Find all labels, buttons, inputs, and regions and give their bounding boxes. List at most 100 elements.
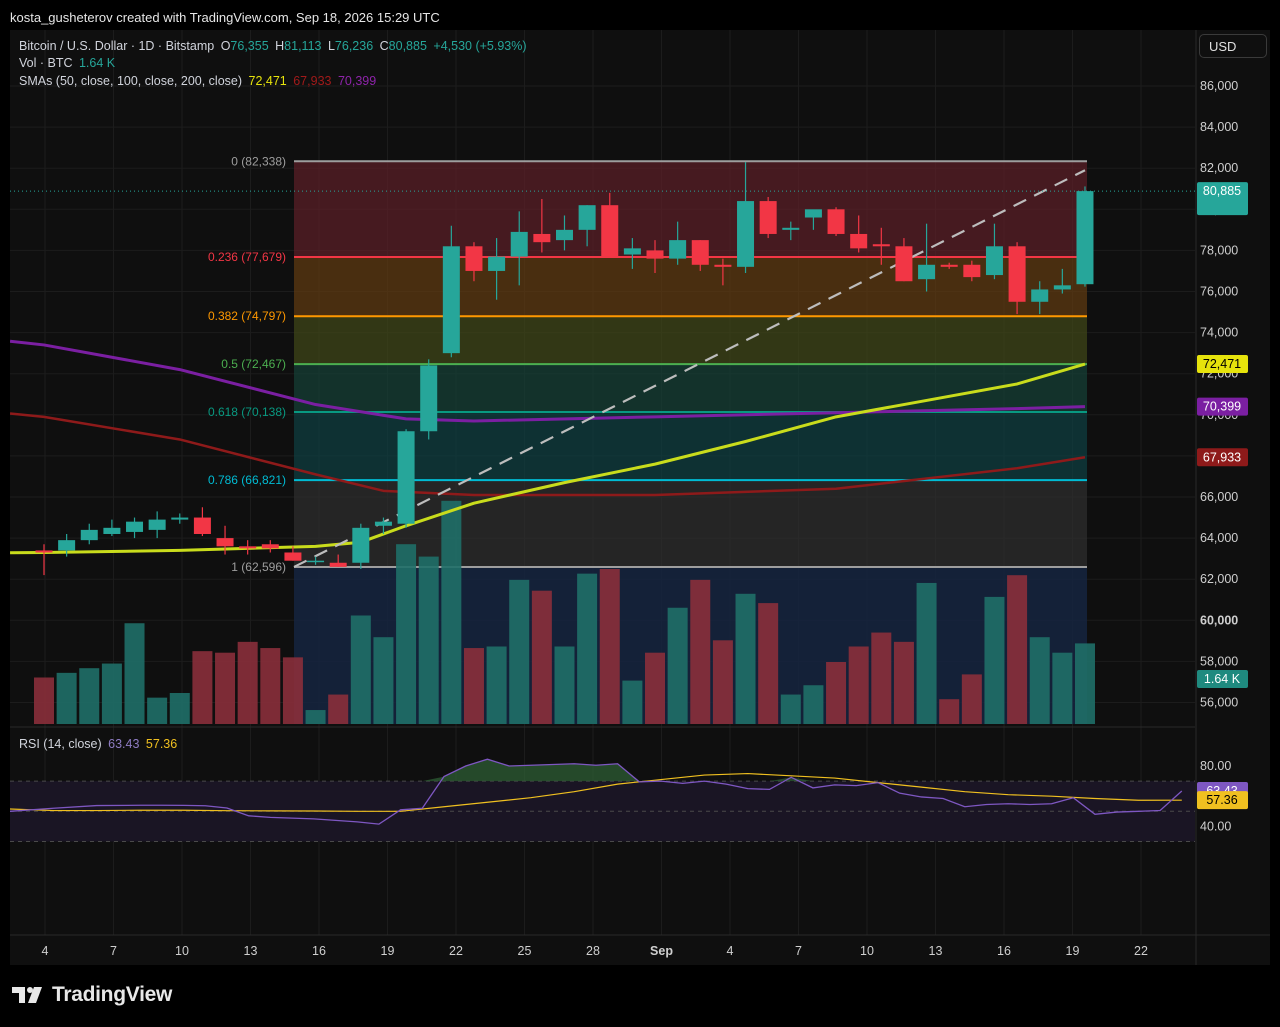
volume-bar (124, 623, 145, 724)
price-axis-label: 60,000 (1200, 613, 1238, 627)
rsi-overbought-fill (10, 759, 1182, 782)
currency-button[interactable]: USD (1199, 34, 1267, 58)
last-price-tag: 80,885 (1203, 184, 1241, 198)
candle-body (510, 231, 528, 257)
candle-body (35, 550, 53, 553)
volume-bar (237, 641, 258, 724)
price-axis[interactable]: 56,00058,00060,00062,00064,00066,00068,0… (1200, 79, 1238, 710)
symbol-legend[interactable]: Bitcoin / U.S. Dollar · 1D · Bitstamp O7… (19, 39, 527, 53)
candle-body (827, 209, 845, 234)
candles (10, 162, 1195, 576)
time-axis-label: 7 (795, 944, 802, 958)
sma50-line (10, 362, 1086, 555)
price-axis-label: 84,000 (1200, 120, 1238, 134)
volume-bar (441, 500, 462, 724)
volume-bar (803, 685, 824, 724)
volume-bar (690, 579, 711, 724)
volume-bar (1007, 575, 1028, 724)
volume-bar (509, 579, 530, 724)
fib-retracement[interactable]: 0 (82,338) 0.236 (77,679) 0.382 (74,797) 0.… (208, 154, 1087, 724)
candle-body (669, 240, 687, 259)
candle-body (261, 544, 279, 549)
price-axis-label: 74,000 (1200, 326, 1238, 340)
volume-bar (373, 637, 394, 724)
candle-body (193, 517, 211, 534)
candle-body (488, 256, 506, 271)
volume-bar (396, 544, 417, 724)
candle-body (352, 527, 370, 563)
candle-body (397, 431, 415, 524)
volume-bar (463, 648, 484, 724)
brand-name: TradingView (52, 983, 173, 1006)
fib-zone (294, 256, 1087, 317)
time-axis-label: 28 (586, 944, 600, 958)
volume-bar (848, 646, 869, 724)
trend-line[interactable] (293, 169, 1086, 568)
price-axis-label: 62,000 (1200, 572, 1238, 586)
sma200-tag-bg (1197, 397, 1248, 416)
volume-bar (554, 646, 575, 724)
volume-bar (1052, 652, 1073, 724)
candle-body (646, 250, 664, 259)
sma100-tag-bg (1197, 448, 1248, 467)
candle-body (918, 264, 936, 280)
fib-level-label: 0.5 (72,467) (221, 357, 286, 371)
change-value: +4,530 (+5.93%) (433, 39, 527, 53)
volume-bar (531, 590, 552, 724)
time-axis-label: 19 (1066, 944, 1080, 958)
candle-body (1008, 246, 1026, 302)
sma-lines (10, 339, 1086, 555)
high-value: 81,113 (284, 39, 322, 53)
candle-body (465, 246, 483, 271)
time-axis-label: 13 (929, 944, 943, 958)
symbol-title: Bitcoin / U.S. Dollar · 1D · Bitstamp (19, 39, 215, 53)
candle-body (374, 521, 392, 526)
attribution-header: kosta_gusheterov created with TradingVie… (10, 10, 440, 25)
volume-bar (282, 657, 303, 724)
volume-legend[interactable]: Vol · BTC 1.64 K (19, 56, 116, 70)
sma-legend[interactable]: SMAs (50, close, 100, close, 200, close)… (19, 74, 377, 88)
rsi-pane: 80.00 40.00 (10, 758, 1231, 842)
candle-body (1053, 285, 1071, 290)
price-axis-label: 82,000 (1200, 161, 1238, 175)
candle-body (307, 560, 325, 563)
rsi-legend[interactable]: RSI (14, close) 63.43 57.36 (19, 737, 178, 751)
volume-bar (147, 697, 168, 724)
time-axis-label: 22 (449, 944, 463, 958)
sma100-value: 67,933 (293, 74, 332, 88)
sma50-value: 72,471 (248, 74, 287, 88)
chart-frame[interactable]: 80.00 40.00 0 (82,338) 0.236 (77,679) 0.382… (10, 30, 1270, 965)
candle-body (985, 246, 1003, 276)
candle-body (804, 209, 822, 218)
rsi-line (10, 758, 1183, 825)
time-axis[interactable]: 4 7 10 13 16 19 22 25 28 Sep 4 7 10 13 16 19 22 (42, 944, 1148, 958)
volume-bar (79, 668, 100, 724)
candle-body (555, 229, 573, 241)
candle-body (80, 529, 98, 541)
fib-level-label: 0.382 (74,797) (208, 309, 286, 323)
volume-bar (939, 699, 960, 724)
rsi-ma-value: 57.36 (145, 737, 178, 751)
sma200-value: 70,399 (337, 74, 377, 88)
sma200-line (10, 339, 1086, 423)
chart-canvas[interactable]: 80.00 40.00 0 (82,338) 0.236 (77,679) 0.382… (10, 30, 1270, 965)
fib-zone (294, 364, 1087, 412)
volume-bar (712, 640, 733, 724)
volume-bar (667, 607, 688, 724)
time-axis-label: 4 (42, 944, 49, 958)
candle-body (601, 205, 619, 257)
tradingview-logo[interactable]: TradingView (12, 983, 172, 1007)
time-axis-label: 16 (312, 944, 326, 958)
volume-tag-bg (1197, 670, 1248, 688)
candle-body (714, 264, 732, 267)
price-axis-label: 78,000 (1200, 243, 1238, 257)
candle-body (691, 240, 709, 265)
volume-bar (418, 556, 439, 724)
candle-body (963, 264, 981, 278)
candle-body (442, 246, 460, 354)
volume-bar (826, 662, 847, 724)
time-axis-label: 10 (175, 944, 189, 958)
fib-zone (294, 161, 1087, 257)
candle-body (759, 201, 777, 234)
price-axis-label: 86,000 (1200, 79, 1238, 93)
